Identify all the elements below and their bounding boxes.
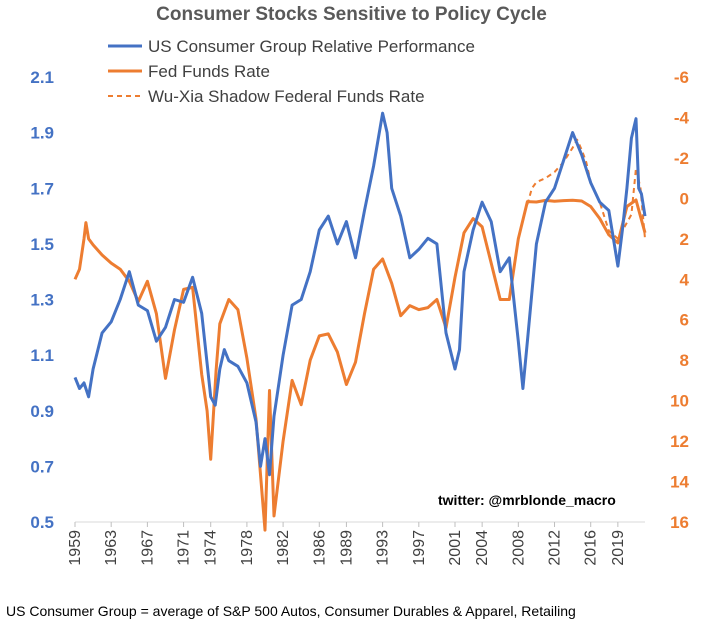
left-axis-tick-label: 1.9 (30, 124, 54, 143)
right-axis-tick-label: 0 (680, 189, 689, 208)
x-axis-tick-label: 1986 (311, 530, 328, 566)
x-axis-tick-label: 1993 (375, 530, 392, 566)
series-layer (73, 111, 647, 532)
x-axis-tick-label: 1982 (275, 530, 292, 566)
x-axis-tick-label: 2012 (547, 530, 564, 566)
x-axis-tick-label: 1959 (67, 530, 84, 566)
x-axis-tick-label: 2004 (474, 530, 491, 566)
right-axis: 16 14 12 10 8 6 4 2 0 -2 -4 -6 (670, 68, 689, 532)
x-axis-tick-label: 1989 (338, 530, 355, 566)
right-axis-tick-label: 12 (670, 432, 689, 451)
x-axis-tick-label: 1978 (239, 530, 256, 566)
right-axis-tick-label: 14 (670, 473, 689, 492)
x-axis-tick-label: 1974 (203, 530, 220, 566)
right-axis-tick-label: -6 (674, 68, 689, 87)
right-axis-tick-label: 8 (680, 351, 689, 370)
legend-label: Fed Funds Rate (148, 62, 270, 81)
left-axis-tick-label: 0.7 (30, 457, 54, 476)
right-axis-tick-label: -2 (674, 149, 689, 168)
series-line-2 (526, 138, 646, 240)
x-axis: 1959 1963 1967 1971 1974 1978 1982 1986 1989 1993… (67, 522, 627, 566)
right-axis-tick-label: -4 (674, 108, 690, 127)
right-axis-tick-label: 10 (670, 392, 689, 411)
right-axis-tick-label: 4 (680, 270, 690, 289)
watermark-text: twitter: @mrblonde_macro (438, 492, 616, 508)
left-axis-tick-label: 1.7 (30, 179, 54, 198)
x-axis-tick-label: 1967 (139, 530, 156, 566)
footnote: US Consumer Group = average of S&P 500 A… (6, 603, 576, 619)
chart-title: Consumer Stocks Sensitive to Policy Cycl… (156, 4, 547, 25)
x-axis-tick-label: 2001 (447, 530, 464, 566)
x-axis-tick-label: 2008 (510, 530, 527, 566)
series-line-0 (73, 111, 647, 477)
left-axis: 0.5 0.7 0.9 1.1 1.3 1.5 1.7 1.9 2.1 (30, 68, 54, 532)
right-axis-tick-label: 6 (680, 311, 689, 330)
x-axis-tick-label: 2019 (610, 530, 627, 566)
left-axis-tick-label: 2.1 (30, 68, 54, 87)
left-axis-tick-label: 1.1 (30, 346, 54, 365)
series-line-1 (73, 198, 647, 532)
x-axis-tick-label: 1997 (411, 530, 428, 566)
right-axis-tick-label: 2 (680, 230, 689, 249)
legend: US Consumer Group Relative Performance Fe… (108, 37, 475, 106)
right-axis-tick-label: 16 (670, 513, 689, 532)
x-axis-tick-label: 2016 (583, 530, 600, 566)
left-axis-tick-label: 1.3 (30, 291, 54, 310)
legend-label: US Consumer Group Relative Performance (148, 37, 475, 56)
legend-label: Wu-Xia Shadow Federal Funds Rate (148, 87, 425, 106)
x-axis-tick-label: 1971 (176, 530, 193, 566)
x-axis-tick-label: 1963 (103, 530, 120, 566)
left-axis-tick-label: 0.9 (30, 402, 54, 421)
left-axis-tick-label: 1.5 (30, 235, 54, 254)
left-axis-tick-label: 0.5 (30, 513, 54, 532)
